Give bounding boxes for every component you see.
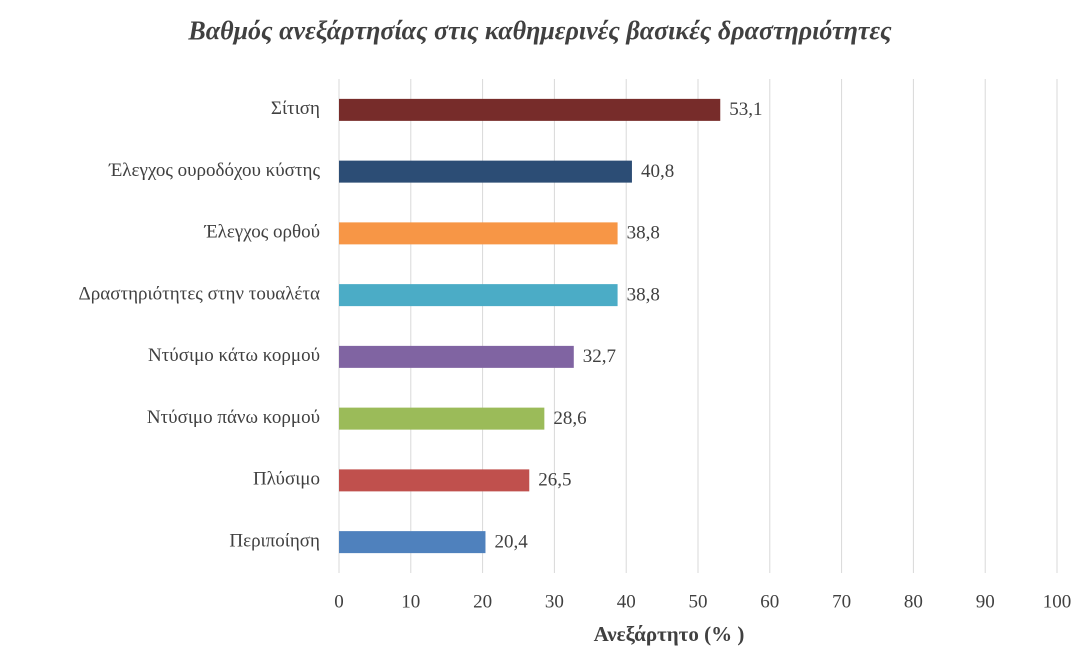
- y-tick-label: Δραστηριότητες στην τουαλέτα: [79, 283, 320, 304]
- x-tick-label: 50: [689, 591, 708, 612]
- value-label: 53,1: [729, 99, 762, 120]
- value-label: 28,6: [553, 408, 586, 429]
- value-label: 32,7: [583, 346, 616, 367]
- y-tick-label: Έλεγχος ορθού: [203, 222, 320, 243]
- x-tick-label: 80: [904, 591, 923, 612]
- bar: [339, 531, 486, 554]
- value-label: 40,8: [641, 161, 674, 182]
- value-label: 20,4: [494, 531, 528, 552]
- y-tick-label: Πλύσιμο: [253, 469, 320, 490]
- y-tick-label: Σίτιση: [271, 98, 320, 119]
- x-tick-label: 20: [473, 591, 492, 612]
- bar: [339, 407, 545, 430]
- value-label: 26,5: [538, 470, 571, 491]
- x-axis-title: Ανεξάρτητο (% ): [594, 622, 745, 646]
- x-tick-label: 90: [976, 591, 995, 612]
- x-tick-label: 100: [1043, 591, 1072, 612]
- bar: [339, 98, 721, 121]
- x-tick-label: 10: [401, 591, 420, 612]
- y-tick-label: Περιποίηση: [229, 530, 320, 551]
- bar: [339, 469, 530, 492]
- bar: [339, 160, 632, 183]
- value-label: 38,8: [627, 284, 660, 305]
- x-tick-label: 60: [760, 591, 779, 612]
- x-tick-label: 30: [545, 591, 564, 612]
- chart-title: Βαθμός ανεξάρτησίας στις καθημερινές βασ…: [187, 16, 892, 45]
- x-tick-label: 70: [832, 591, 851, 612]
- y-tick-label: Ντύσιμο κάτω κορμού: [148, 345, 320, 366]
- bar: [339, 284, 618, 307]
- x-tick-label: 40: [617, 591, 636, 612]
- x-tick-label: 0: [334, 591, 344, 612]
- bar: [339, 222, 618, 245]
- y-tick-label: Ντύσιμο πάνω κορμού: [147, 407, 320, 428]
- value-label: 38,8: [627, 223, 660, 244]
- bar: [339, 345, 574, 368]
- y-tick-label: Έλεγχος ουροδόχου κύστης: [108, 160, 320, 181]
